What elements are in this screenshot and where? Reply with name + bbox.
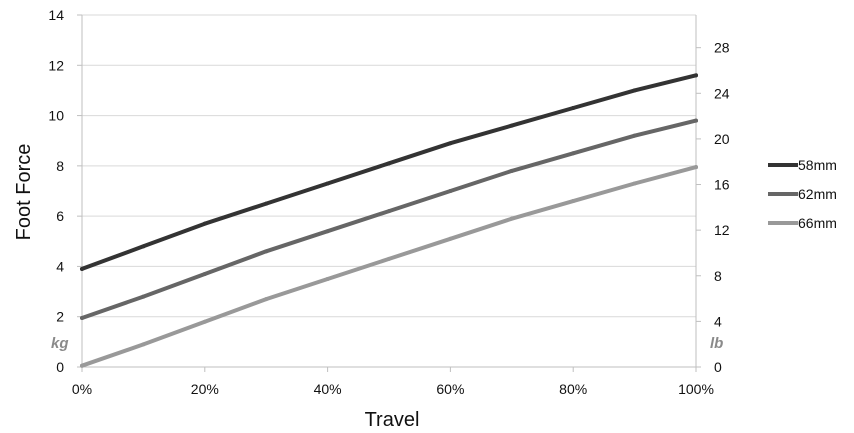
data-point-58mm [325, 181, 330, 186]
x-tick-label: 100% [678, 381, 714, 397]
data-point-58mm [694, 73, 698, 78]
y-right-tick-label: 28 [714, 40, 730, 56]
right-unit-label: lb [710, 335, 723, 352]
data-point-66mm [509, 216, 514, 221]
series-lines [80, 73, 698, 368]
y-axis-title: Foot Force [13, 144, 35, 241]
y-right-tick-label: 8 [714, 268, 722, 284]
y-right-tick-label: 12 [714, 222, 730, 238]
data-point-62mm [387, 209, 391, 214]
y-right-tick-label: 24 [714, 85, 730, 101]
legend-label-58mm: 58mm [798, 157, 837, 173]
legend: 58mm 62mm 66mm [768, 157, 837, 231]
legend-label-62mm: 62mm [798, 186, 837, 202]
data-point-66mm [80, 363, 84, 368]
legend-label-66mm: 66mm [798, 215, 837, 231]
x-tick-label: 80% [559, 381, 587, 397]
series-line-58mm [80, 73, 698, 271]
data-point-58mm [632, 88, 637, 93]
data-point-58mm [509, 123, 514, 128]
x-tick-label: 0% [72, 381, 92, 397]
data-point-58mm [571, 106, 576, 111]
y-left-tick-label: 4 [56, 258, 64, 274]
y-left-tick-label: 14 [48, 7, 64, 23]
data-point-62mm [694, 118, 698, 123]
y-right-tick-label: 4 [714, 313, 722, 329]
data-point-62mm [448, 189, 453, 193]
y-left-tick-label: 12 [48, 57, 64, 73]
data-point-66mm [325, 277, 330, 281]
y-left-tick-label: 8 [56, 158, 64, 174]
data-point-62mm [325, 229, 330, 234]
series-line-62mm [80, 118, 698, 320]
data-point-62mm [264, 249, 269, 254]
x-tick-label: 60% [436, 381, 464, 397]
data-point-62mm [571, 151, 576, 156]
y-left-tick-label: 2 [56, 309, 64, 325]
data-point-66mm [448, 236, 453, 241]
data-point-62mm [509, 168, 514, 173]
data-point-58mm [141, 244, 146, 249]
y-left-tick-label: 10 [48, 108, 64, 124]
data-point-58mm [387, 161, 391, 166]
data-point-58mm [264, 201, 269, 206]
x-tick-label: 40% [314, 381, 342, 397]
y-right-tick-label: 0 [714, 359, 722, 375]
data-point-62mm [141, 294, 146, 299]
data-point-62mm [632, 133, 637, 138]
data-point-62mm [80, 315, 84, 320]
data-point-66mm [694, 165, 698, 170]
data-point-66mm [202, 319, 207, 324]
data-point-66mm [571, 199, 576, 204]
data-point-66mm [264, 297, 269, 302]
data-point-58mm [80, 266, 84, 271]
left-unit-label: kg [51, 335, 69, 352]
axes [77, 14, 701, 372]
data-point-58mm [448, 141, 453, 146]
data-point-66mm [632, 181, 637, 186]
gridlines [82, 14, 696, 368]
data-point-66mm [141, 342, 146, 347]
data-point-62mm [202, 271, 207, 276]
y-left-tick-label: 0 [56, 359, 64, 375]
data-point-66mm [387, 256, 391, 261]
y-right-tick-label: 16 [714, 177, 730, 193]
y-right-tick-label: 20 [714, 131, 730, 147]
y-left-tick-label: 6 [56, 208, 64, 224]
x-tick-label: 20% [191, 381, 219, 397]
data-point-58mm [202, 221, 207, 226]
x-axis-title: Travel [365, 409, 420, 431]
